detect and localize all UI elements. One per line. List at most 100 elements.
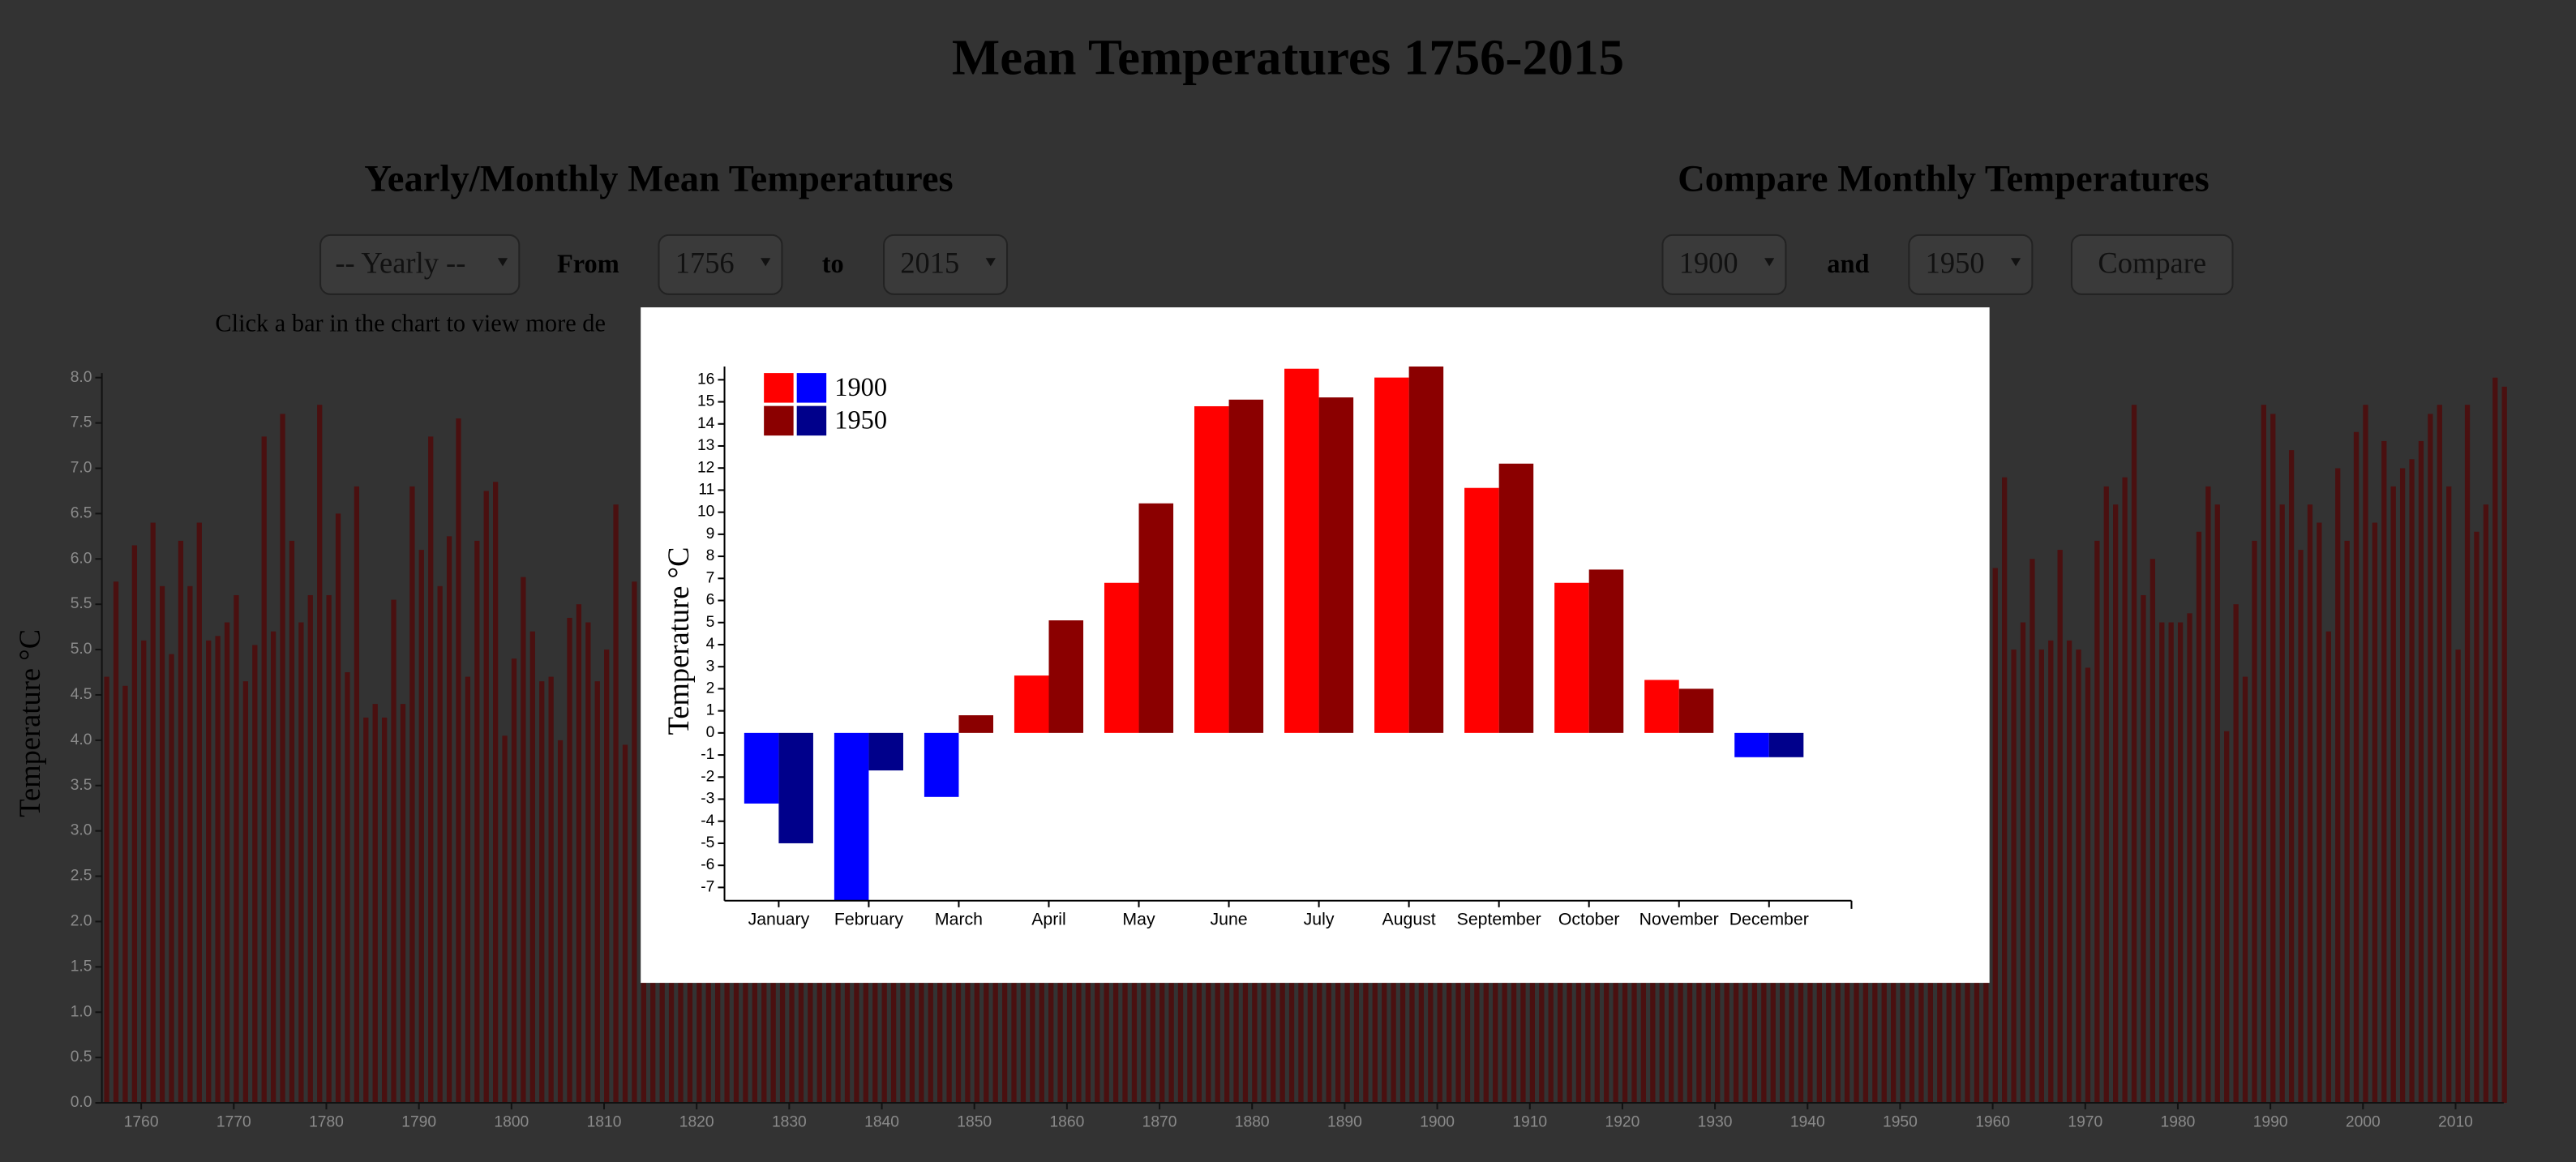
bar [159, 585, 165, 1104]
bar [2288, 450, 2295, 1104]
bar [2399, 468, 2406, 1104]
x-tick-label: July [1304, 910, 1335, 929]
select-arrow[interactable] [2011, 258, 2021, 267]
bar [2325, 631, 2331, 1104]
bar [2020, 622, 2026, 1104]
first-year-select[interactable]: 1900 [1661, 234, 1787, 295]
bar [345, 672, 350, 1104]
x-tick-label: February [834, 910, 903, 929]
y-tick-label: 2 [706, 680, 715, 697]
bar [2085, 667, 2091, 1104]
select-arrow[interactable] [497, 258, 508, 267]
bar [744, 732, 779, 804]
x-tick-label: December [1729, 910, 1809, 929]
select-box[interactable] [1908, 234, 2034, 295]
bar [122, 685, 128, 1104]
bar [428, 436, 434, 1104]
bar [280, 414, 285, 1104]
bar [261, 436, 267, 1104]
select-value[interactable]: 2015 [900, 247, 959, 280]
x-tick-label: 1890 [1327, 1113, 1362, 1130]
x-tick-label: 1820 [679, 1113, 714, 1130]
bar [2187, 613, 2192, 1104]
y-tick-label: -7 [701, 878, 714, 895]
bar [2418, 440, 2424, 1104]
select-arrow[interactable] [1764, 258, 1775, 267]
bar [141, 640, 147, 1104]
y-tick-label: 16 [697, 371, 714, 388]
button-label[interactable]: Compare [2098, 247, 2206, 280]
x-tick-label: 1760 [124, 1113, 159, 1130]
page-title: Mean Temperatures 1756-2015 [952, 28, 1624, 85]
bar [169, 654, 174, 1104]
bar [1644, 680, 1679, 733]
hint: Click a bar in the chart to view more de [215, 309, 606, 337]
select-value[interactable]: 1900 [1679, 247, 1738, 280]
bar [2428, 414, 2433, 1104]
bar [585, 622, 591, 1104]
bar [2252, 540, 2257, 1104]
y-tick-label: 8.0 [71, 369, 92, 386]
bar [1138, 503, 1174, 733]
from-select[interactable]: 1756 [658, 234, 783, 295]
select-box[interactable] [883, 234, 1009, 295]
compare-button[interactable]: Compare [2070, 234, 2234, 295]
bar [834, 732, 869, 901]
y-tick-label: 4.5 [71, 686, 92, 703]
second-year-select[interactable]: 1950 [1908, 234, 2034, 295]
x-tick-label: 1790 [401, 1113, 436, 1130]
x-tick-label: August [1382, 910, 1436, 929]
label: to [822, 250, 844, 279]
y-tick-label: 12 [697, 459, 714, 476]
bar [2242, 676, 2248, 1104]
bar [2150, 559, 2155, 1104]
select-value[interactable]: 1950 [1926, 247, 1985, 280]
select-value[interactable]: -- Yearly -- [335, 247, 465, 280]
select-box[interactable] [658, 234, 783, 295]
y-tick-label: 1.0 [71, 1003, 92, 1020]
x-tick-label: May [1122, 910, 1155, 929]
y-tick-label: 0 [706, 724, 715, 741]
y-tick-label: 5.0 [71, 641, 92, 658]
select-arrow[interactable] [985, 258, 996, 267]
bar [2409, 459, 2415, 1104]
bar [2103, 486, 2109, 1104]
bar [2057, 550, 2063, 1104]
bar [409, 486, 415, 1104]
bar [868, 732, 903, 771]
select-box[interactable] [319, 234, 521, 295]
x-tick-label: 2000 [2346, 1113, 2381, 1130]
bar [2317, 522, 2322, 1104]
y-tick-label: 2.5 [71, 868, 92, 885]
to-select[interactable]: 2015 [883, 234, 1009, 295]
bar [2464, 405, 2471, 1104]
y-tick-label: -5 [701, 834, 714, 851]
select-arrow[interactable] [761, 258, 771, 267]
y-tick-label: 11 [698, 482, 714, 499]
bar [252, 645, 258, 1104]
bar [242, 681, 249, 1104]
bar [400, 704, 406, 1104]
bar [2159, 622, 2165, 1104]
bar [622, 744, 628, 1104]
bar [2066, 640, 2072, 1104]
x-tick-label: 1930 [1698, 1113, 1733, 1130]
y-tick-label: 2.0 [71, 913, 92, 930]
bar [104, 676, 109, 1104]
label: From [557, 250, 619, 279]
x-tick-label: 1910 [1512, 1113, 1547, 1130]
y-tick-label: 4.0 [71, 731, 92, 748]
x-tick-label: 1800 [494, 1113, 529, 1130]
y-tick-label: -6 [701, 856, 714, 873]
select-box[interactable] [1661, 234, 1787, 295]
bar [2233, 604, 2239, 1104]
bar [493, 482, 499, 1104]
bar [924, 732, 959, 797]
period-select[interactable]: -- Yearly -- [319, 234, 521, 295]
bar [215, 636, 221, 1104]
x-tick-label: 1960 [1975, 1113, 2010, 1130]
select-value[interactable]: 1756 [675, 247, 735, 280]
bar [502, 735, 508, 1104]
button-box[interactable] [2070, 234, 2234, 295]
bar [363, 717, 369, 1104]
